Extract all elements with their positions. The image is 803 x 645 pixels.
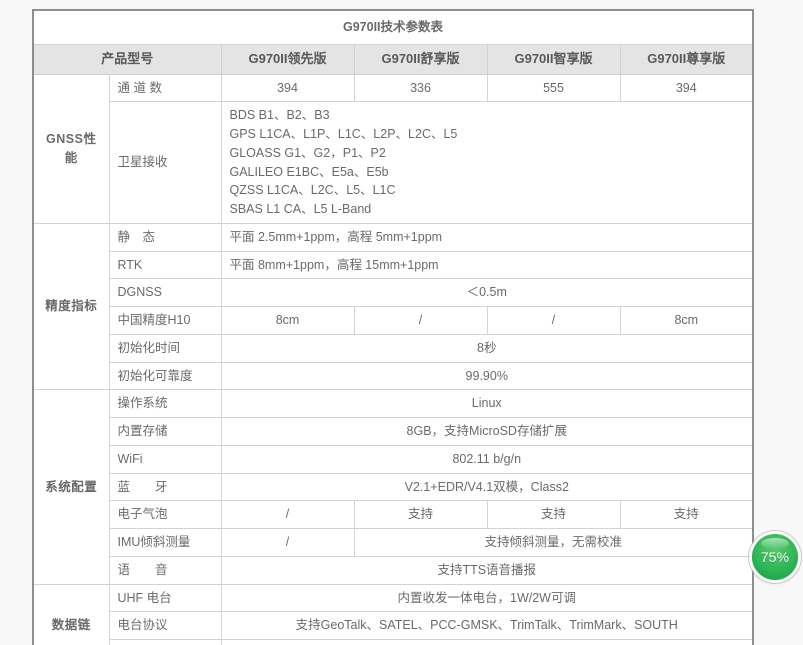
table-row: 卫星接收 BDS B1、B2、B3 GPS L1CA、L1P、L1C、L2P、L2…	[33, 101, 754, 224]
row-label: 初始化时间	[108, 333, 222, 363]
row-label: UHF 电台	[108, 583, 222, 613]
row-label: 通 道 数	[108, 73, 222, 103]
row-label: 初始化可靠度	[108, 361, 222, 391]
row-label: 操作系统	[108, 389, 222, 418]
header-product-3: G970II智享版	[486, 43, 621, 75]
table-row: 网 络 全网通4G，支持移动/电信/联通，2/3/4G网络	[33, 639, 754, 645]
cell-value: 支持TTS语音播报	[220, 555, 754, 585]
cell-value: 336	[353, 73, 488, 103]
header-product-4: G970II尊享版	[619, 43, 754, 75]
table-row: 初始化时间 8秒	[33, 333, 754, 363]
cell-value-satellite-list: BDS B1、B2、B3 GPS L1CA、L1P、L1C、L2P、L2C、L5 G…	[220, 101, 754, 224]
row-label: WiFi	[108, 444, 222, 474]
cell-value: 8秒	[220, 333, 754, 363]
row-label: 电台协议	[108, 611, 222, 640]
cell-value: /	[220, 528, 355, 557]
cell-value: 394	[220, 73, 355, 103]
cell-value: 平面 8mm+1ppm，高程 15mm+1ppm	[220, 250, 754, 280]
row-label: 电子气泡	[108, 500, 222, 529]
table-row: 电台协议 支持GeoTalk、SATEL、PCC-GMSK、TrimTalk、T…	[33, 611, 754, 640]
cell-value: 8GB，支持MicroSD存储扩展	[220, 417, 754, 446]
table-row: 内置存储 8GB，支持MicroSD存储扩展	[33, 417, 754, 446]
table-row: RTK 平面 8mm+1ppm，高程 15mm+1ppm	[33, 250, 754, 280]
cell-value: /	[220, 500, 355, 529]
row-label: DGNSS	[108, 278, 222, 307]
progress-percent-label: 75%	[760, 549, 790, 565]
row-label: 静 态	[108, 222, 222, 252]
cell-value: 8cm	[220, 306, 355, 335]
cell-value: 支持	[619, 500, 754, 529]
cell-value: 8cm	[619, 306, 754, 335]
cell-value: V2.1+EDR/V4.1双模，Class2	[220, 472, 754, 502]
satellite-line: GALILEO E1BC、E5a、E5b	[229, 164, 389, 179]
cell-value: 内置收发一体电台，1W/2W可调	[220, 583, 754, 613]
cell-value: /	[353, 306, 488, 335]
table-row: DGNSS ＜0.5m	[33, 278, 754, 307]
spec-table-body: G970II技术参数表 产品型号 G970II领先版 G970II舒享版 G97…	[32, 9, 754, 645]
cell-value: 555	[486, 73, 621, 103]
cell-value: 支持GeoTalk、SATEL、PCC-GMSK、TrimTalk、TrimMa…	[220, 611, 754, 640]
cell-value: 支持	[353, 500, 488, 529]
row-label: 语 音	[108, 555, 222, 585]
cell-value: 394	[619, 73, 754, 103]
group-label-accuracy: 精度指标	[32, 222, 110, 391]
cell-value: 平面 2.5mm+1ppm，高程 5mm+1ppm	[220, 222, 754, 252]
page-title: G970II技术参数表	[32, 9, 754, 45]
table-row: 语 音 支持TTS语音播报	[33, 555, 754, 585]
table-title-row: G970II技术参数表	[32, 9, 754, 45]
gloss-highlight	[761, 538, 789, 549]
cell-value: 802.11 b/g/n	[220, 444, 754, 474]
cell-value: Linux	[220, 389, 754, 418]
satellite-line: QZSS L1CA、L2C、L5、L1C	[229, 183, 396, 198]
satellite-line: GLOASS G1、G2，P1、P2	[229, 145, 386, 160]
row-label: RTK	[108, 250, 222, 280]
table-row: 精度指标 静 态 平面 2.5mm+1ppm，高程 5mm+1ppm	[32, 222, 754, 391]
table-row: IMU倾斜测量 / 支持倾斜测量，无需校准	[33, 528, 754, 557]
cell-value: 支持	[486, 500, 621, 529]
group-label-system: 系统配置	[32, 389, 110, 585]
table-row: GNSS性能 通 道 数 394 336 555 394	[32, 73, 754, 224]
spec-table: G970II技术参数表 产品型号 G970II领先版 G970II舒享版 G97…	[32, 9, 754, 645]
progress-indicator[interactable]: 75%	[752, 534, 798, 580]
satellite-line: BDS B1、B2、B3	[229, 108, 330, 123]
spec-table-container: G970II技术参数表 产品型号 G970II领先版 G970II舒享版 G97…	[32, 9, 754, 645]
satellite-line: GPS L1CA、L1P、L1C、L2P、L2C、L5	[229, 127, 458, 141]
row-label: 内置存储	[108, 417, 222, 446]
cell-value: 99.90%	[220, 361, 754, 391]
table-row: 初始化可靠度 99.90%	[33, 361, 754, 391]
cell-value: ＜0.5m	[220, 278, 754, 307]
row-label: 中国精度H10	[108, 306, 222, 335]
table-row: 电子气泡 / 支持 支持 支持	[33, 500, 754, 529]
table-row: 蓝 牙 V2.1+EDR/V4.1双模，Class2	[33, 472, 754, 502]
group-label-datalink: 数据链	[32, 583, 110, 645]
table-row: 系统配置 操作系统 Linux	[32, 389, 754, 585]
row-label: 蓝 牙	[108, 472, 222, 502]
group-label-gnss: GNSS性能	[32, 73, 110, 224]
row-label: 网 络	[108, 639, 222, 645]
row-label: 卫星接收	[108, 101, 222, 224]
satellite-line: SBAS L1 CA、L5 L-Band	[229, 202, 372, 216]
cell-value: 支持倾斜测量，无需校准	[353, 528, 754, 557]
table-row: 数据链 UHF 电台 内置收发一体电台，1W/2W可调	[32, 583, 754, 645]
table-row: WiFi 802.11 b/g/n	[33, 444, 754, 474]
table-row: 中国精度H10 8cm / / 8cm	[33, 306, 754, 335]
header-product-1: G970II领先版	[220, 43, 355, 75]
header-product-2: G970II舒享版	[353, 43, 488, 75]
cell-value: /	[486, 306, 621, 335]
table-header-row: 产品型号 G970II领先版 G970II舒享版 G970II智享版 G970I…	[32, 43, 754, 75]
row-label: IMU倾斜测量	[108, 528, 222, 557]
header-model: 产品型号	[32, 43, 222, 75]
cell-value: 全网通4G，支持移动/电信/联通，2/3/4G网络	[220, 639, 754, 645]
